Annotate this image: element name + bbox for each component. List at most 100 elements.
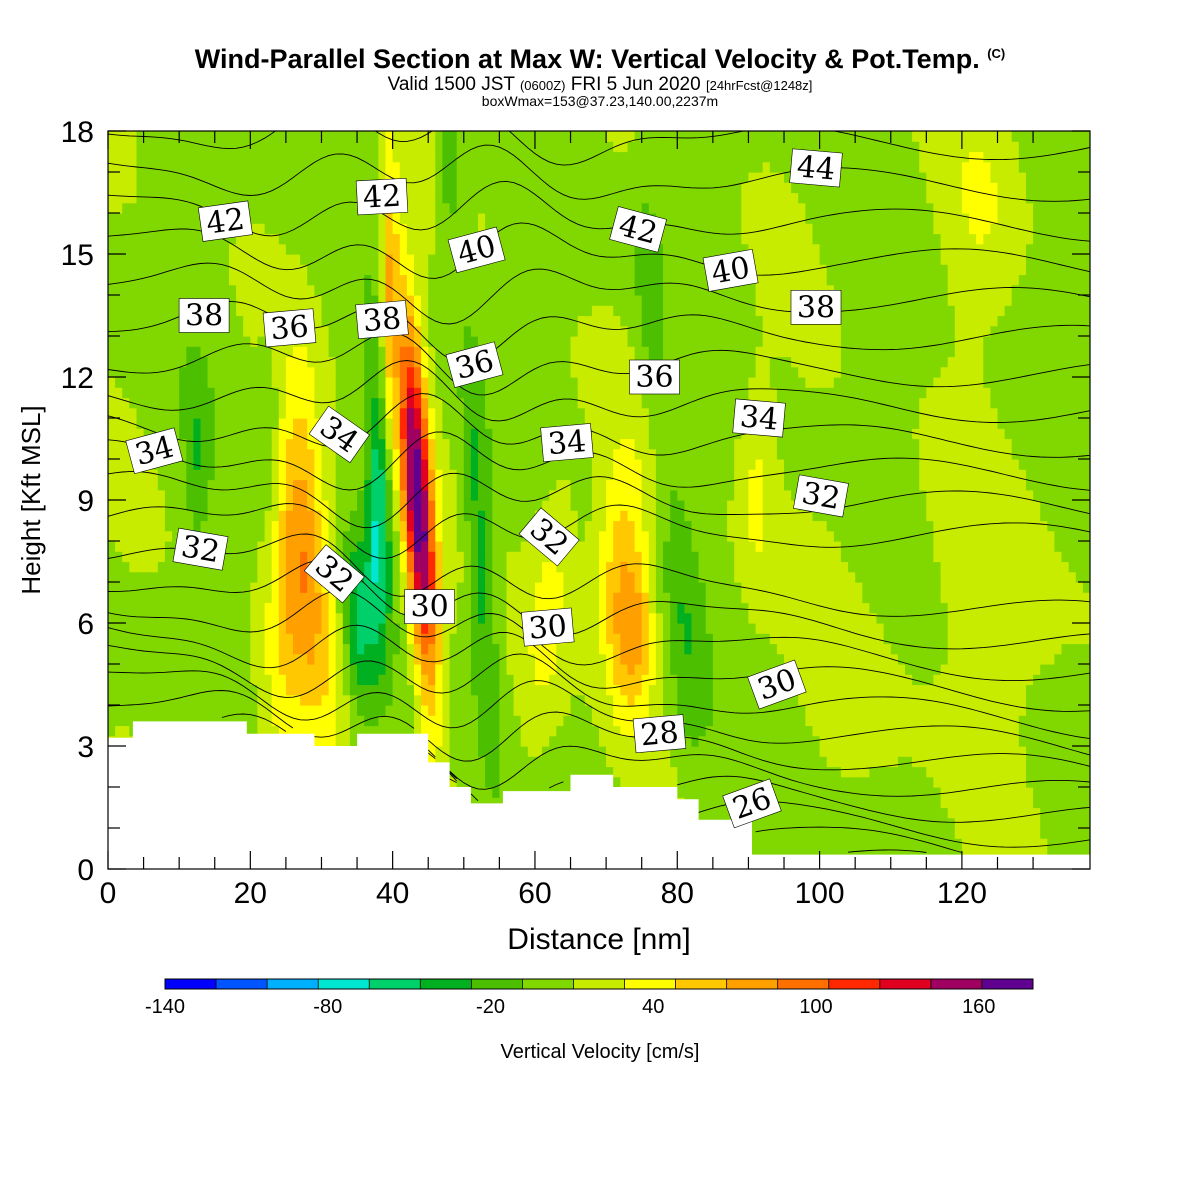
theta-contour-label: 36	[629, 359, 680, 395]
colorbar-swatch	[216, 979, 268, 989]
theta-contour-label: 30	[521, 607, 575, 647]
theta-contour-label: 32	[172, 527, 229, 571]
valid-date: FRI 5 Jun 2020	[570, 74, 701, 95]
theta-contour-line	[108, 332, 1090, 396]
contour-label-box	[518, 507, 580, 567]
valid-zulu: (0600Z)	[519, 78, 566, 93]
contour-label-text: 40	[709, 250, 753, 291]
contour-label-text: 34	[546, 424, 587, 462]
theta-contour-line	[108, 471, 1090, 529]
theta-contour-label: 42	[197, 200, 253, 242]
contour-label-box	[303, 544, 365, 604]
contour-label-box	[197, 200, 253, 242]
contour-label-text: 30	[411, 590, 449, 625]
colorbar-tick-label: -80	[313, 996, 342, 1018]
colorbar-swatch	[981, 979, 1034, 989]
copyright-mark: (C)	[987, 46, 1006, 61]
theta-contour-line	[108, 360, 1090, 423]
contour-label-box	[172, 527, 229, 571]
theta-contour-label: 36	[262, 308, 317, 348]
contour-label-box	[732, 398, 786, 438]
colorbar-label: Vertical Velocity [cm/s]	[501, 1041, 700, 1063]
colorbar-swatch	[624, 979, 677, 989]
theta-contour-label: 32	[793, 474, 849, 518]
contour-label-box	[632, 714, 687, 754]
colorbar-frame	[164, 978, 1034, 990]
colorbar-swatch	[165, 979, 217, 989]
contour-label-text: 38	[361, 301, 402, 339]
colorbar-swatch	[777, 979, 830, 989]
contour-label-box	[789, 148, 843, 188]
theta-contour-line	[108, 670, 1090, 756]
theta-contour-line	[108, 533, 1090, 617]
theta-contour-line	[108, 644, 1090, 740]
y-tick-label: 15	[61, 239, 94, 272]
contour-label-text: 34	[739, 399, 780, 437]
theta-contour-line	[221, 713, 1090, 797]
contour-label-box	[447, 226, 506, 274]
contour-label-text: 44	[795, 149, 836, 187]
contour-label-box	[521, 607, 575, 647]
x-tick-label: 80	[661, 877, 694, 910]
x-tick-label: 0	[100, 877, 117, 910]
contour-label-box	[747, 659, 807, 710]
contour-label-box	[404, 589, 455, 624]
colorbar-swatch	[420, 979, 472, 989]
chart-title: Wind-Parallel Section at Max W: Vertical…	[0, 44, 1200, 75]
colorbar-swatch	[879, 979, 932, 989]
contour-label-text: 28	[639, 715, 680, 753]
contour-label-box	[629, 359, 680, 395]
theta-contour-label: 34	[540, 423, 594, 463]
colorbar-swatch	[828, 979, 881, 989]
theta-contour-line	[108, 393, 1090, 458]
contour-label-box	[702, 248, 759, 292]
contour-label-text: 36	[269, 309, 310, 347]
theta-contour-label: 28	[632, 714, 687, 754]
theta-contour-line	[108, 262, 1090, 325]
colorbar-tick-label: -20	[476, 996, 505, 1018]
theta-contour-label: 38	[178, 298, 230, 334]
contour-label-box	[793, 474, 849, 518]
contour-label-text: 42	[204, 202, 247, 242]
contour-label-text: 36	[635, 360, 673, 395]
y-tick-label: 9	[77, 485, 94, 518]
theta-contour-label: 38	[355, 300, 409, 339]
contour-label-box	[308, 405, 370, 464]
box-max-info: boxWmax=153@37.23,140.00,2237m	[481, 93, 719, 109]
colorbar-swatch	[726, 979, 779, 989]
forecast-info: [24hrFcst@1248z]	[705, 78, 813, 93]
contour-label-text: 32	[179, 529, 223, 570]
theta-contour-line	[108, 431, 1090, 491]
theta-contour-line	[108, 624, 1090, 712]
x-tick-label: 40	[376, 877, 409, 910]
contour-label-box	[262, 308, 317, 348]
theta-contour-label: 42	[355, 177, 409, 216]
theta-contour-label: 40	[702, 248, 759, 292]
y-tick-label: 0	[77, 854, 94, 887]
x-tick-label: 120	[937, 877, 987, 910]
y-tick-label: 3	[77, 731, 94, 764]
theta-contour-line	[449, 778, 963, 853]
contour-label-box	[445, 341, 504, 388]
contour-label-text: 30	[527, 609, 568, 647]
colorbar-tick-label: 160	[962, 996, 995, 1018]
x-axis-label: Distance [nm]	[507, 923, 690, 956]
y-tick-label: 6	[77, 608, 94, 641]
contour-label-box	[540, 423, 594, 463]
theta-contour-line	[108, 131, 1090, 166]
theta-contour-line	[108, 690, 1090, 771]
theta-contour-line	[848, 849, 927, 853]
colorbar: -140 -80 -20 40 100 160 Vertical Velocity [cm/…	[145, 978, 1034, 1063]
colorbar-swatch	[930, 979, 983, 989]
contour-label-text: 38	[797, 290, 835, 325]
valid-time: Valid 1500 JST	[387, 74, 515, 95]
colorbar-tick-label: 100	[799, 996, 832, 1018]
contour-label-text: 38	[185, 299, 223, 334]
colorbar-swatch	[471, 979, 523, 989]
theta-contour-line	[108, 503, 1090, 559]
contour-label-text: 32	[799, 476, 843, 517]
contour-label-box	[355, 177, 409, 216]
contour-label-box	[125, 427, 184, 475]
